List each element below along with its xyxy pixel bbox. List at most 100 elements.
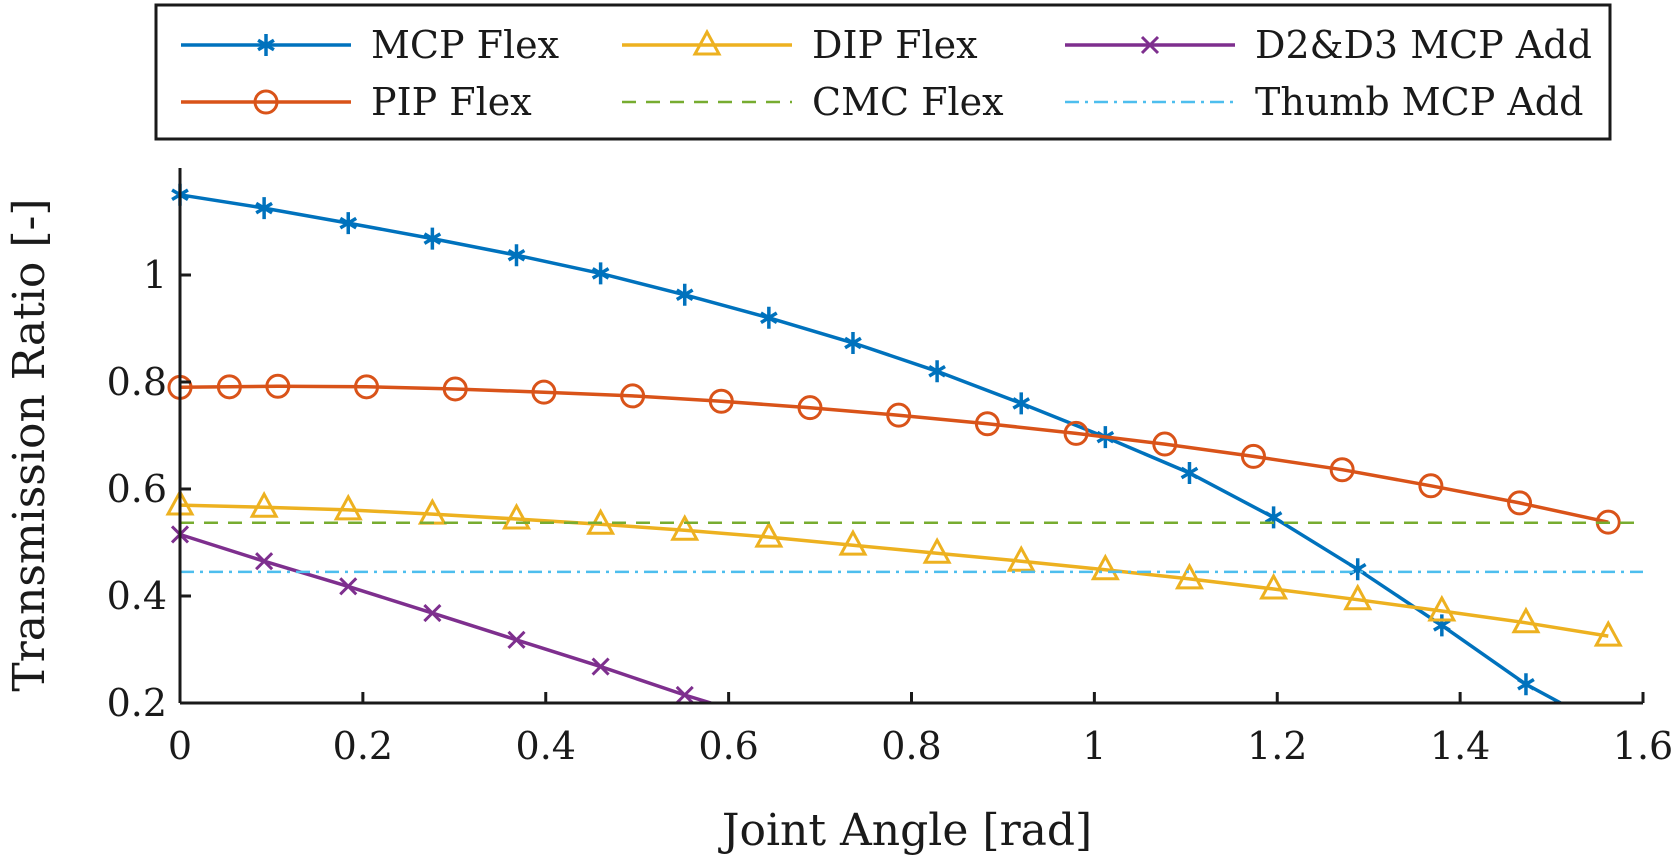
y-tick-label: 0.8 bbox=[107, 360, 167, 404]
series-line bbox=[179, 532, 717, 703]
data-point bbox=[1427, 594, 1457, 622]
data-point bbox=[423, 227, 442, 250]
data-point bbox=[1240, 443, 1266, 469]
legend-item-d2-d3-mcp-add: D2&D3 MCP Add bbox=[1065, 23, 1592, 67]
data-point bbox=[1348, 558, 1367, 581]
data-point bbox=[1418, 473, 1444, 499]
circle-marker bbox=[1152, 431, 1178, 457]
data-point bbox=[1140, 35, 1160, 55]
asterisk-marker bbox=[591, 262, 610, 285]
data-point bbox=[339, 212, 358, 235]
circle-marker bbox=[1329, 457, 1355, 483]
data-point bbox=[423, 604, 442, 623]
asterisk-marker bbox=[1264, 506, 1283, 529]
legend: MCP Flex DIP Flex D2&D3 MCP Add PIP Flex CMC… bbox=[154, 3, 1612, 141]
plot-area: 0 0.2 0.4 0.6 0.8 1 1.2 1.4 1.60.20.40.60.81 bbox=[107, 168, 1673, 768]
y-tick-label: 0.2 bbox=[107, 681, 167, 725]
data-point bbox=[333, 493, 363, 521]
legend-label: Thumb MCP Add bbox=[1255, 80, 1583, 124]
data-point bbox=[257, 34, 275, 56]
x-tick-label: 1.6 bbox=[1613, 724, 1673, 768]
asterisk-marker bbox=[1012, 392, 1031, 415]
data-point bbox=[442, 376, 468, 402]
series-dip-flex bbox=[165, 488, 1623, 647]
circle-marker bbox=[265, 373, 291, 399]
data-point bbox=[1507, 490, 1533, 516]
data-point bbox=[1517, 673, 1535, 696]
data-point bbox=[1511, 606, 1541, 634]
y-tick-label: 0.4 bbox=[107, 574, 167, 618]
data-point bbox=[1343, 583, 1373, 611]
data-point bbox=[675, 283, 694, 306]
circle-marker bbox=[1507, 490, 1533, 516]
data-point bbox=[1152, 431, 1178, 457]
triangle-marker bbox=[501, 502, 532, 530]
circle-marker bbox=[531, 379, 557, 405]
data-point bbox=[507, 244, 526, 267]
data-point bbox=[591, 657, 610, 676]
data-point bbox=[922, 537, 952, 564]
data-point bbox=[1174, 562, 1204, 590]
circle-marker bbox=[974, 411, 1000, 437]
circle-marker bbox=[797, 395, 823, 421]
triangle-marker bbox=[249, 491, 279, 518]
x-marker bbox=[591, 657, 610, 676]
circle-marker bbox=[253, 89, 279, 115]
legend-label: D2&D3 MCP Add bbox=[1255, 23, 1592, 67]
data-point bbox=[844, 331, 862, 354]
triangle-marker bbox=[333, 493, 363, 521]
x-tick-label: 0.6 bbox=[698, 724, 758, 768]
data-point bbox=[1180, 461, 1199, 484]
data-point bbox=[591, 262, 610, 285]
data-point bbox=[708, 388, 734, 414]
triangle-marker bbox=[1090, 553, 1120, 581]
triangle-marker bbox=[922, 537, 952, 564]
data-point bbox=[838, 529, 868, 556]
triangle-marker bbox=[1511, 606, 1541, 634]
asterisk-marker bbox=[423, 227, 442, 250]
data-point bbox=[253, 89, 279, 115]
circle-marker bbox=[1240, 443, 1266, 469]
x-tick-label: 0.4 bbox=[516, 724, 576, 768]
data-point bbox=[886, 402, 912, 428]
series-line bbox=[179, 384, 1609, 524]
asterisk-marker bbox=[760, 306, 778, 329]
legend-item-pip-flex: PIP Flex bbox=[181, 80, 532, 124]
data-point bbox=[255, 552, 274, 571]
series-mcp-flex bbox=[171, 183, 1562, 703]
legend-item-cmc-flex: CMC Flex bbox=[622, 80, 1004, 124]
triangle-marker bbox=[670, 514, 700, 541]
data-point bbox=[1329, 457, 1355, 483]
data-point bbox=[760, 306, 778, 329]
asterisk-marker bbox=[1433, 614, 1451, 637]
data-point bbox=[507, 630, 526, 649]
data-point bbox=[928, 360, 946, 383]
x-tick-label: 1 bbox=[1082, 724, 1106, 768]
series-line bbox=[179, 193, 1562, 703]
y-tick-label: 1 bbox=[143, 253, 167, 297]
asterisk-marker bbox=[257, 34, 275, 56]
asterisk-marker bbox=[507, 244, 526, 267]
legend-item-mcp-flex: MCP Flex bbox=[181, 23, 559, 67]
legend-frame bbox=[154, 3, 1612, 141]
x-marker bbox=[255, 552, 274, 571]
data-point bbox=[501, 502, 532, 530]
data-point bbox=[620, 383, 646, 409]
asterisk-marker bbox=[675, 283, 694, 306]
data-point bbox=[216, 374, 242, 400]
x-marker bbox=[1140, 35, 1160, 55]
circle-marker bbox=[1063, 420, 1089, 446]
legend-label: MCP Flex bbox=[371, 23, 559, 67]
x-tick-label: 0.8 bbox=[881, 724, 941, 768]
triangle-marker bbox=[1593, 619, 1623, 647]
legend-label: CMC Flex bbox=[812, 80, 1004, 124]
asterisk-marker bbox=[339, 212, 358, 235]
data-point bbox=[354, 374, 380, 400]
asterisk-marker bbox=[255, 197, 273, 220]
y-axis-label: Transmission Ratio [-] bbox=[4, 198, 55, 691]
series-pip-flex bbox=[167, 373, 1621, 535]
circle-marker bbox=[620, 383, 646, 409]
data-point bbox=[265, 373, 291, 399]
data-point bbox=[1593, 619, 1623, 647]
data-point bbox=[1264, 506, 1283, 529]
